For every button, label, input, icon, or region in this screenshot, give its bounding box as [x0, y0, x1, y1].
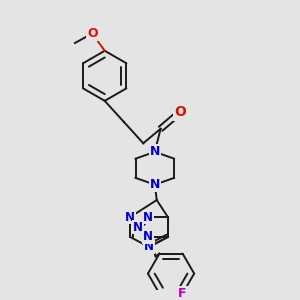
Text: N: N [150, 178, 160, 191]
Text: F: F [178, 287, 187, 300]
Text: N: N [144, 241, 154, 254]
Text: O: O [174, 105, 186, 119]
Text: O: O [87, 27, 98, 40]
Text: N: N [150, 146, 160, 158]
Text: N: N [143, 230, 153, 244]
Text: N: N [125, 211, 135, 224]
Text: N: N [143, 211, 153, 224]
Text: N: N [133, 220, 143, 233]
